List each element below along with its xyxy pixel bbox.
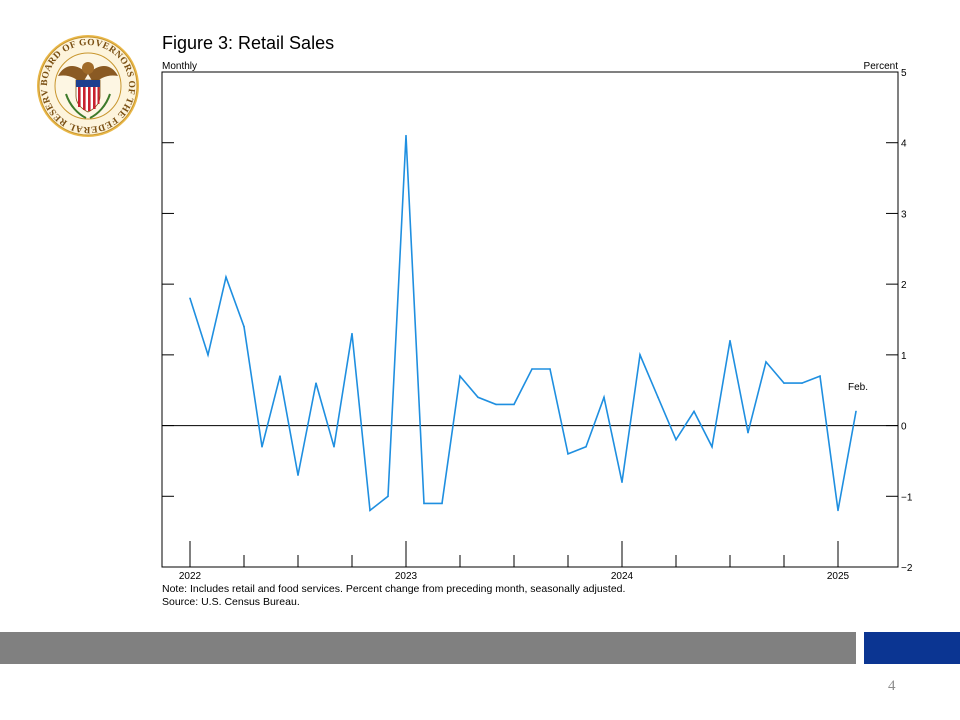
data-point: [765, 361, 767, 363]
plot-frame: [161, 71, 899, 568]
chart-note: Note: Includes retail and food services.…: [162, 583, 626, 595]
data-point: [567, 453, 569, 455]
data-point: [693, 410, 695, 413]
data-point: [225, 276, 227, 278]
data-point: [207, 354, 209, 356]
data-point: [603, 396, 605, 399]
data-point: [459, 375, 461, 377]
right-axis-label: Percent: [864, 61, 899, 72]
data-point: [711, 445, 713, 448]
data-point: [783, 382, 785, 384]
data-point: [621, 481, 623, 483]
page-number: 4: [888, 678, 896, 694]
data-point: [297, 474, 299, 476]
footer-blue-bar: [864, 632, 960, 664]
retail-sales-chart: −2 −1 0 1 2 3 4 5 2022 2023 2024 2025 Monthly Percent…: [161, 61, 913, 582]
data-point: [423, 502, 425, 505]
data-point: [855, 410, 857, 413]
data-point: [477, 396, 479, 399]
data-point: [837, 509, 839, 512]
data-point: [315, 382, 317, 384]
data-point: [351, 332, 353, 335]
data-point: [441, 502, 443, 505]
retail-sales-line: [189, 135, 857, 512]
data-point: [279, 375, 281, 377]
data-point: [513, 403, 515, 406]
data-point: [333, 445, 335, 448]
data-point: [369, 509, 371, 512]
data-point: [639, 354, 641, 356]
data-point: [819, 375, 821, 377]
data-point: [405, 134, 407, 137]
data-point: [675, 438, 677, 441]
last-point-annotation: Feb.: [848, 382, 868, 393]
chart-source: Source: U.S. Census Bureau.: [162, 596, 300, 608]
footer-gray-bar: [0, 632, 856, 664]
chart-title: Figure 3: Retail Sales: [162, 33, 335, 53]
data-point: [549, 368, 551, 370]
data-point: [657, 396, 659, 399]
data-point: [387, 495, 389, 498]
data-point: [729, 339, 731, 342]
y-tick-label: 4: [901, 139, 907, 150]
y-tick-label: 2: [901, 280, 907, 291]
data-point: [585, 445, 587, 448]
y-tick-label: 0: [901, 422, 907, 433]
y-tick-label: −1: [901, 492, 913, 503]
data-point: [495, 403, 497, 406]
federal-reserve-seal-icon: BOARD OF GOVERNORS OF THE FEDERAL RESERV…: [36, 34, 139, 137]
data-point: [531, 368, 533, 370]
data-point: [747, 431, 749, 434]
data-point: [189, 297, 191, 300]
data-point: [801, 382, 803, 384]
left-axis-label: Monthly: [162, 61, 197, 72]
x-tick-label: 2025: [827, 571, 850, 582]
x-tick-label: 2024: [611, 571, 634, 582]
data-point: [261, 445, 263, 448]
x-tick-label: 2023: [395, 571, 418, 582]
y-tick-label: 5: [901, 68, 907, 79]
y-tick-label: 1: [901, 351, 907, 362]
y-tick-label: −2: [901, 563, 913, 574]
y-tick-label: 3: [901, 209, 907, 220]
x-tick-label: 2022: [179, 571, 202, 582]
data-point: [243, 325, 245, 328]
